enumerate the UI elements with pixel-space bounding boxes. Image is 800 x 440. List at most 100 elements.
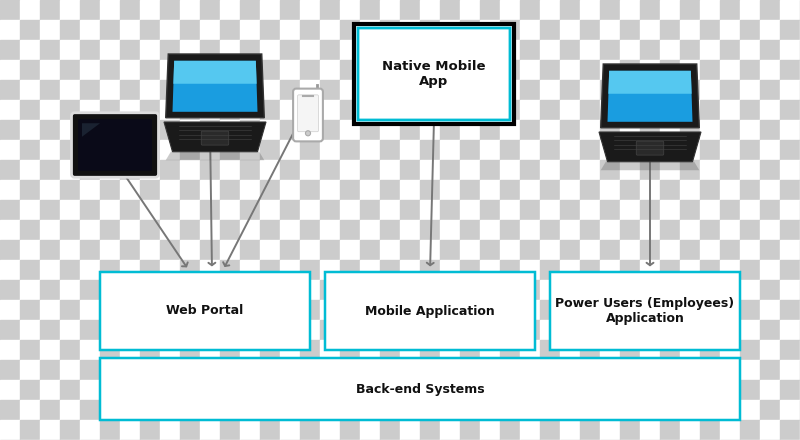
Bar	[420, 320, 440, 340]
Bar	[620, 200, 640, 220]
Bar	[780, 220, 800, 240]
Bar	[720, 60, 740, 80]
Bar	[780, 240, 800, 260]
Bar	[620, 400, 640, 420]
Bar	[340, 340, 360, 360]
Bar	[300, 160, 320, 180]
Bar	[440, 340, 460, 360]
Bar	[20, 280, 40, 300]
Bar	[180, 200, 200, 220]
Bar	[160, 20, 180, 40]
Bar	[40, 280, 60, 300]
Bar	[0, 60, 20, 80]
Bar	[260, 40, 280, 60]
Bar	[680, 60, 700, 80]
Bar	[600, 180, 620, 200]
Bar	[580, 180, 600, 200]
Bar	[640, 180, 660, 200]
Bar	[720, 0, 740, 20]
Bar	[540, 180, 560, 200]
Bar	[240, 200, 260, 220]
Bar	[280, 240, 300, 260]
Bar	[160, 100, 180, 120]
Bar	[520, 0, 540, 20]
Bar	[40, 60, 60, 80]
Bar	[260, 0, 280, 20]
Bar	[380, 360, 400, 380]
Bar	[580, 300, 600, 320]
Bar	[120, 320, 140, 340]
Bar	[420, 40, 440, 60]
Bar	[560, 120, 580, 140]
Bar	[300, 360, 320, 380]
Bar	[500, 180, 520, 200]
Bar	[80, 240, 100, 260]
Bar	[0, 180, 20, 200]
Bar	[740, 400, 760, 420]
Bar	[260, 20, 280, 40]
Bar	[20, 240, 40, 260]
Bar	[400, 280, 420, 300]
Bar	[660, 40, 680, 60]
Bar	[680, 160, 700, 180]
Bar	[280, 160, 300, 180]
Bar	[620, 260, 640, 280]
Bar	[780, 160, 800, 180]
Bar	[660, 60, 680, 80]
Bar	[260, 400, 280, 420]
Bar	[0, 380, 20, 400]
Bar	[20, 380, 40, 400]
Bar	[720, 340, 740, 360]
Bar	[440, 200, 460, 220]
Bar	[140, 180, 160, 200]
Bar	[360, 200, 380, 220]
Bar	[360, 300, 380, 320]
Bar	[680, 400, 700, 420]
Bar	[220, 100, 240, 120]
Bar	[720, 300, 740, 320]
Bar	[540, 340, 560, 360]
Bar	[540, 80, 560, 100]
Bar	[520, 80, 540, 100]
Bar	[380, 320, 400, 340]
Bar	[320, 280, 340, 300]
Bar	[140, 340, 160, 360]
Bar	[360, 400, 380, 420]
Bar	[220, 240, 240, 260]
Bar	[200, 80, 220, 100]
Bar	[320, 220, 340, 240]
Bar	[240, 140, 260, 160]
Bar	[680, 380, 700, 400]
Bar	[60, 280, 80, 300]
Bar	[540, 360, 560, 380]
Bar	[760, 420, 780, 440]
Bar	[320, 180, 340, 200]
Bar	[700, 280, 720, 300]
Bar	[220, 220, 240, 240]
Bar	[600, 20, 620, 40]
Bar	[480, 20, 500, 40]
Bar	[380, 20, 400, 40]
Bar	[200, 100, 220, 120]
Bar	[80, 120, 100, 140]
Bar	[460, 100, 480, 120]
Bar	[540, 260, 560, 280]
Bar	[640, 40, 660, 60]
Bar	[300, 340, 320, 360]
Bar	[660, 380, 680, 400]
Bar	[400, 320, 420, 340]
Bar	[0, 100, 20, 120]
FancyBboxPatch shape	[78, 119, 152, 171]
Bar	[120, 240, 140, 260]
Bar	[120, 260, 140, 280]
Bar	[640, 60, 660, 80]
Bar	[260, 360, 280, 380]
Bar	[20, 40, 40, 60]
Bar	[60, 300, 80, 320]
Bar	[100, 40, 120, 60]
Bar	[100, 380, 120, 400]
Bar	[0, 40, 20, 60]
Bar	[780, 320, 800, 340]
Bar	[480, 380, 500, 400]
Bar	[520, 20, 540, 40]
